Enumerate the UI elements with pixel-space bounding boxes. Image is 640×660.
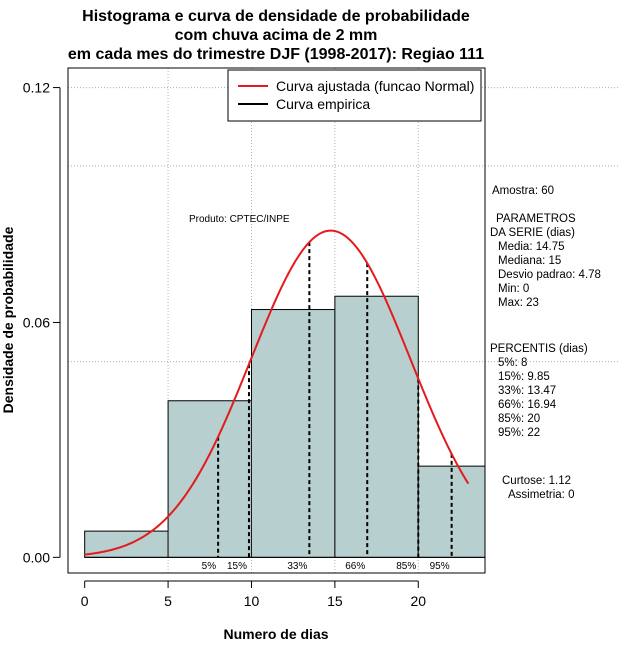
x-tick-label-5: 5 [164,593,172,609]
legend: Curva ajustada (funcao Normal) Curva emp… [227,69,482,122]
histogram-bar-4 [334,295,419,558]
percentile-label-15pct: 15% [227,561,247,572]
percentile-label-33pct: 33% [287,561,307,572]
stat-p15: 15%: 9.85 [498,371,550,383]
y-axis: 0.00 0.06 0.12 [23,80,61,565]
y-tick-label-1: 0.06 [23,314,50,330]
stat-min: Min: 0 [498,283,529,295]
y-tick-label-0: 0.00 [23,549,50,565]
histogram-bar-2 [167,400,252,558]
stat-mediana: Mediana: 15 [498,255,561,267]
percentile-label-95pct: 95% [430,561,450,572]
histogram-bar-3 [250,309,336,558]
stat-parametros-header: PARAMETROS [496,213,576,225]
histogram-bars [84,295,486,558]
legend-box [227,69,482,122]
stat-media: Media: 14.75 [498,241,565,253]
stat-p33: 33%: 13.47 [498,385,556,397]
x-tick-label-15: 15 [327,593,343,609]
chart-title-line-3: em cada mes do trimestre DJF (1998-2017)… [68,46,484,63]
y-tick-label-2: 0.12 [23,80,50,96]
product-note: Produto: CPTEC/INPE [189,214,290,225]
x-tick-label-0: 0 [81,593,89,609]
y-axis-title: Densidade de probabilidade [0,226,16,413]
stat-p85: 85%: 20 [498,413,540,425]
stat-p66: 66%: 16.94 [498,399,557,411]
percentile-label-5pct: 5% [202,561,217,572]
stat-amostra: Amostra: 60 [492,185,554,197]
x-axis-title: Numero de dias [223,626,328,642]
stat-p95: 95%: 22 [498,427,540,439]
percentile-label-66pct: 66% [345,561,365,572]
normal-fit-curve [84,229,470,556]
stat-p5: 5%: 8 [498,357,527,369]
x-axis: 0 5 10 15 20 [81,580,426,609]
legend-label-empirical: Curva empirica [276,96,370,112]
chart-title-line-2: com chuva acima de 2 mm [175,27,378,44]
plot-frame [67,67,486,574]
x-tick-label-10: 10 [244,593,260,609]
stat-desvio: Desvio padrao: 4.78 [498,269,601,281]
legend-label-normal: Curva ajustada (funcao Normal) [276,78,474,94]
stat-serie-header: DA SERIE (dias) [490,227,575,239]
curve-layer [84,229,470,556]
stat-curtose: Curtose: 1.12 [502,475,571,487]
chart-title-line-1: Histograma e curva de densidade de proba… [82,8,470,25]
percentile-label-85pct: 85% [396,561,416,572]
x-tick-label-20: 20 [410,593,426,609]
stat-assimetria: Assimetria: 0 [508,489,574,501]
stat-percentis-header: PERCENTIS (dias) [490,343,588,355]
stats-panel: Amostra: 60 PARAMETROS DA SERIE (dias) M… [490,185,601,501]
stat-max: Max: 23 [498,297,539,309]
percentile-lines: 5% 15% 33% 66% 85% 95% [202,242,453,572]
